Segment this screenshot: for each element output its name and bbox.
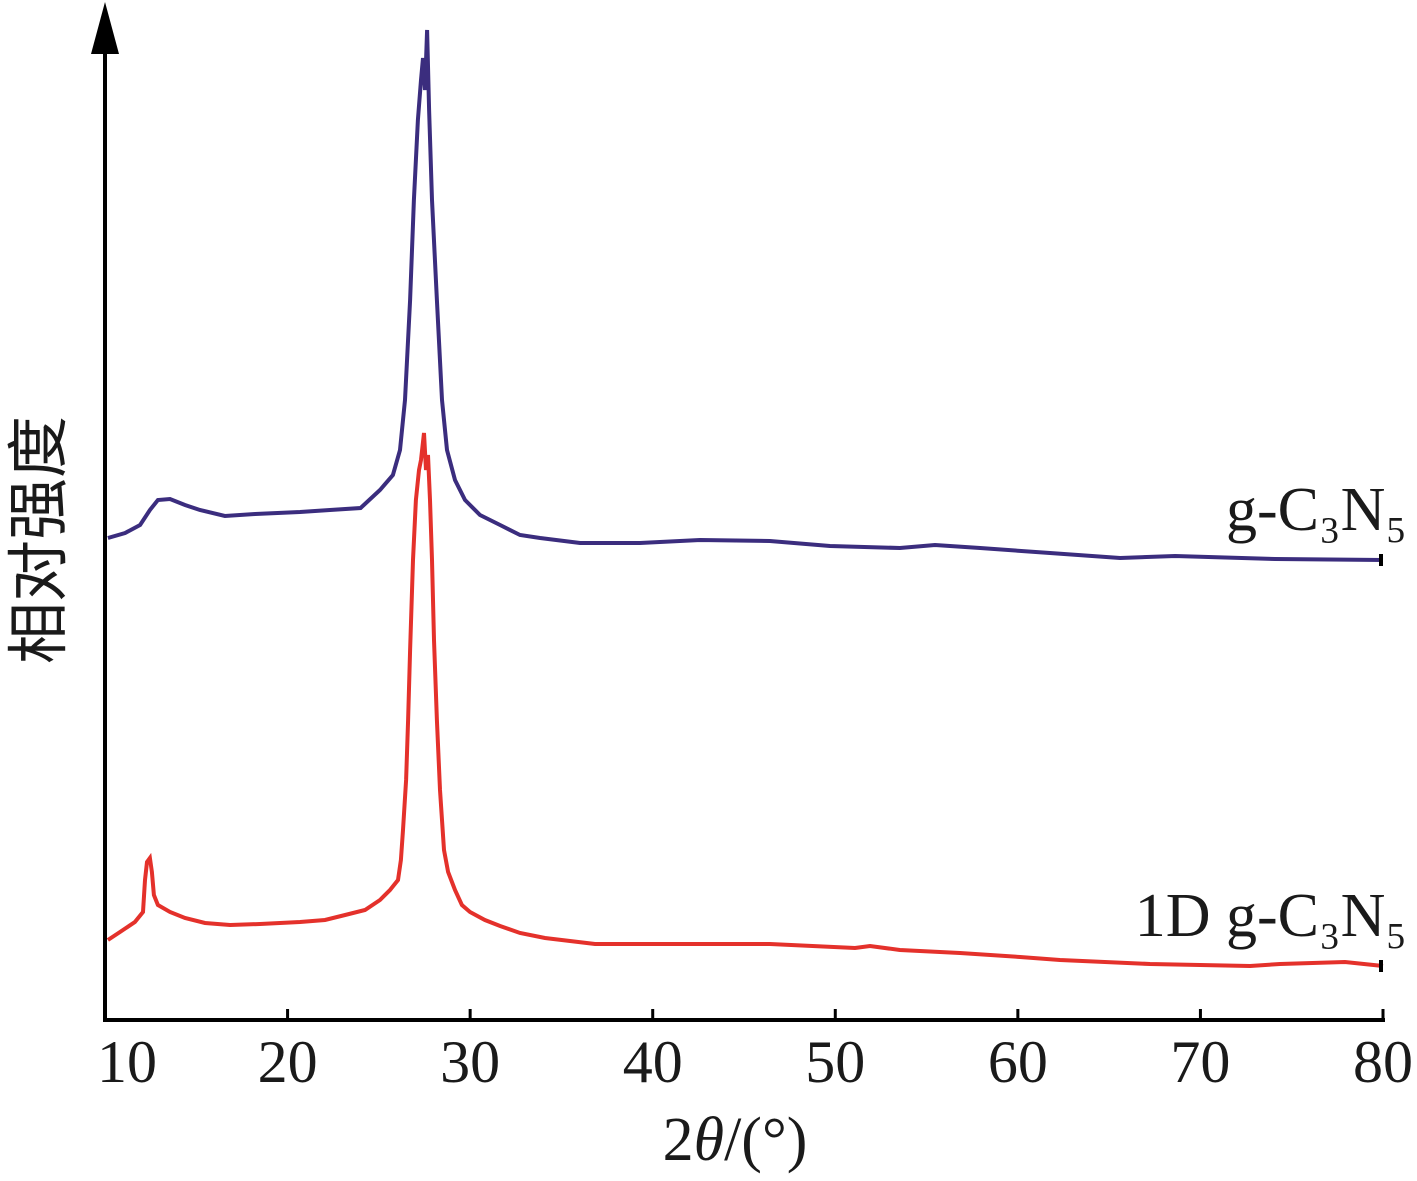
series-labels: g-C₃N₅ 1D g-C₃N₅	[1135, 476, 1407, 950]
x-tick-label-30: 30	[440, 1029, 500, 1095]
x-tick-label-40: 40	[623, 1029, 683, 1095]
series-layer	[106, 29, 1384, 972]
x-tick-label-80: 80	[1353, 1029, 1413, 1095]
x-tick-label-50: 50	[805, 1029, 865, 1095]
series-label-2: 1D g-C₃N₅	[1135, 882, 1407, 950]
axes	[91, 2, 1385, 1022]
y-axis-arrow-icon	[91, 2, 119, 54]
x-ticks: 10 20 30 40 50 60 70 80	[97, 1009, 1413, 1095]
x-axis-label: 2θ/(°)	[663, 1106, 808, 1174]
series-label-1: g-C₃N₅	[1226, 476, 1407, 544]
series-line-1	[107, 29, 1384, 562]
x-tick-label-70: 70	[1170, 1029, 1230, 1095]
x-tick-label-20: 20	[258, 1029, 318, 1095]
x-tick-label-10: 10	[97, 1029, 157, 1095]
x-tick-label-60: 60	[988, 1029, 1048, 1095]
y-axis-label: 相对强度	[6, 416, 74, 664]
series-line-2	[106, 432, 1384, 969]
